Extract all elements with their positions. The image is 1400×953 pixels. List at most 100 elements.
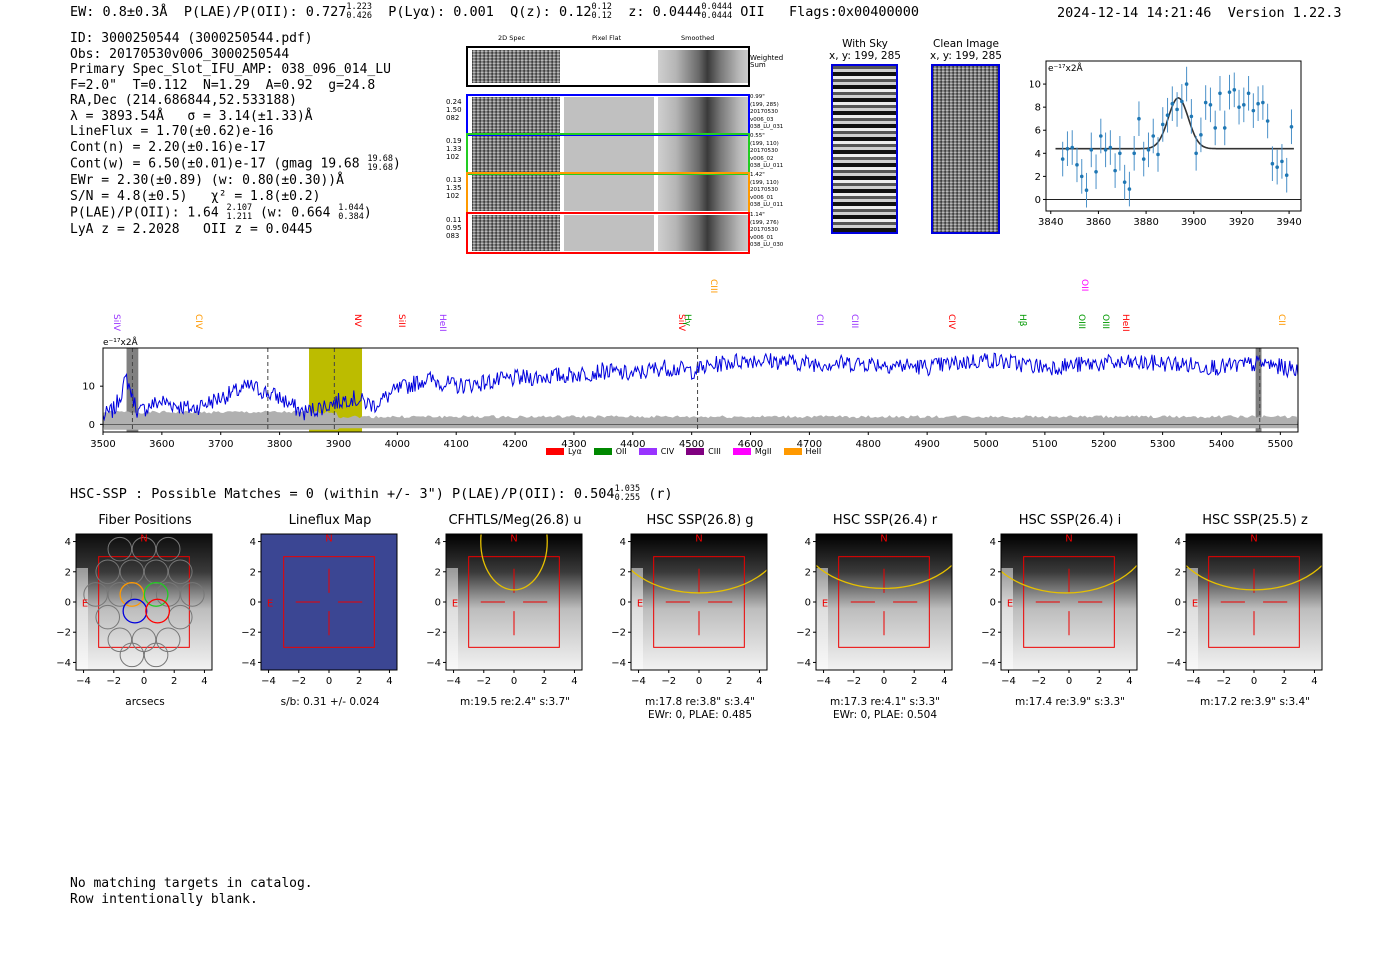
panel-xtick-label: 4 <box>941 676 947 687</box>
panel-xtick-label: −2 <box>661 676 676 687</box>
z-line: OII <box>740 4 765 20</box>
spectrum-xtick-label: 4700 <box>797 439 822 450</box>
image-edge <box>76 568 88 670</box>
east-label: E <box>452 599 458 610</box>
cutout-right-meta: 0.55" (199, 110) 20170530 v006_02 038_LU_011 <box>750 133 800 171</box>
cutout-row <box>466 94 750 136</box>
fiber-circle <box>83 582 108 607</box>
info-contw-line: Cont(w) = 6.50(±0.01)e-17 (gmag 19.68 19… <box>70 154 401 173</box>
fit-data-point <box>1270 146 1275 181</box>
spectrum-xtick-label: 4600 <box>738 439 763 450</box>
legend-item: Lyα <box>546 447 582 456</box>
qz-hi: 0.12 <box>591 2 612 12</box>
fit-data-point <box>1242 87 1246 123</box>
fit-ytick-label: 10 <box>1030 80 1041 91</box>
north-label: N <box>140 534 147 545</box>
info-plae-line: P(LAE)/P(OII): 1.64 2.107 1.211 (w: 0.664… <box>70 203 372 222</box>
panel-xtick-label: −2 <box>476 676 491 687</box>
line-label: CIII <box>708 279 719 294</box>
emission-line-fit-plot: 0 2 4 6 8 10 3840 3860 3880 3900 3920 3940 e⁻¹⁷x2Å <box>1030 60 1302 228</box>
timestamp: 2024-12-14 14:21:46 <box>1057 5 1212 21</box>
footer: No matching targets in catalog. Row inte… <box>70 876 313 907</box>
fit-data-point <box>1079 159 1084 194</box>
fit-data-point <box>1194 136 1198 171</box>
panel-xtick-label: 4 <box>1311 676 1317 687</box>
panel-title: CFHTLS/Meg(26.8) u <box>448 513 582 528</box>
version: Version 1.22.3 <box>1227 5 1342 21</box>
fit-data-point <box>1256 86 1260 121</box>
info-lya-z: LyA z = 2.2028 OII z = 0.0445 <box>70 222 313 237</box>
aperture-box <box>1208 556 1300 648</box>
gmag-lo: 19.68 <box>367 163 394 173</box>
fiber-circle <box>107 536 133 562</box>
spectrum-ytick-label: 0 <box>89 420 95 431</box>
cutout-meta: v006_01 <box>750 234 774 241</box>
cutout-2d-image <box>472 175 560 211</box>
fit-data-point <box>1084 172 1089 208</box>
fit-ytick-label: 4 <box>1035 149 1041 160</box>
legend-item: CIII <box>686 447 721 456</box>
cutout-stat: 0.19 <box>446 137 462 145</box>
panel-xtick-label: −4 <box>631 676 646 687</box>
flags-value: Flags:0x00400000 <box>789 4 920 20</box>
panel-xtick-label: 2 <box>726 676 732 687</box>
panel-ytick-label: 2 <box>1175 567 1181 578</box>
source-ellipse <box>480 534 548 591</box>
cutout-left-stats: 0.24 1.50 082 <box>446 98 466 122</box>
aperture-box <box>98 556 190 648</box>
hsc-band: (r) <box>648 486 673 502</box>
fit-data-point <box>1284 157 1289 193</box>
fit-data-point <box>1265 103 1270 139</box>
aperture-box <box>1023 556 1115 648</box>
spectrum-xtick-label: 4200 <box>502 439 527 450</box>
fit-data-point <box>1275 149 1279 185</box>
fit-data-point <box>1113 153 1117 188</box>
panel-ytick-label: 4 <box>1175 537 1181 548</box>
fiber-circle <box>131 536 157 562</box>
panel-ytick-label: −4 <box>796 658 811 669</box>
flux-line <box>102 352 1299 422</box>
fit-data-point <box>1103 132 1108 168</box>
info-id: ID: 3000250544 (3000250544.pdf) <box>70 31 313 46</box>
cutout-meta: (199, 110) <box>750 179 779 186</box>
header-line: EW: 0.8±0.3Å P(LAE)/P(OII): 0.727 1.223 0.… <box>70 3 919 21</box>
east-label: E <box>267 599 273 610</box>
fiber-circle <box>119 642 145 668</box>
cutout-stat: 082 <box>446 114 460 122</box>
panel-xtick-label: 4 <box>201 676 207 687</box>
gmag-hi: 19.68 <box>367 154 394 164</box>
line-label: CII <box>1276 314 1287 326</box>
panel-ytick-label: 4 <box>435 537 441 548</box>
panel-xtick-label: 2 <box>1096 676 1102 687</box>
panel-ytick-label: −2 <box>796 628 811 639</box>
panel-caption-2: EWr: 0, PLAE: 0.485 <box>647 709 753 721</box>
fit-data-point <box>1127 171 1132 207</box>
cutout-meta: 1.42" <box>750 172 765 178</box>
spectrum-frame <box>102 347 1299 433</box>
fit-xtick-label: 3860 <box>1086 217 1111 228</box>
spectrum-xtick-label: 4900 <box>914 439 939 450</box>
panel-xtick-label: −4 <box>1001 676 1016 687</box>
plae2-lo: 1.211 <box>226 212 253 222</box>
line-label: Hβ <box>1017 314 1028 327</box>
spectrum-xtick-label: 5000 <box>973 439 998 450</box>
line-label: OIII <box>1075 314 1086 330</box>
panel-ytick-label: 0 <box>990 598 996 609</box>
legend-swatch <box>546 448 564 455</box>
cutout-stat: 102 <box>446 192 460 200</box>
fit-data-point <box>1146 132 1151 168</box>
panel-ytick-label: 2 <box>990 567 996 578</box>
cutout-stat: 0.13 <box>446 176 462 184</box>
cutout-meta: 20170530 <box>750 227 778 233</box>
lineflux-image <box>261 534 397 670</box>
fiber-circle <box>143 559 169 585</box>
panel-xtick-label: 4 <box>386 676 392 687</box>
spectrum-xtick-label: 4400 <box>620 439 645 450</box>
panel-xtick-label: 4 <box>571 676 577 687</box>
fit-unit-label: e⁻¹⁷x2Å <box>1048 62 1084 74</box>
cutout-right-meta: 1.14" (199, 276) 20170530 v006_01 038_LU_030 <box>750 212 800 250</box>
info-contn: Cont(n) = 2.20(±0.16)e-17 <box>70 139 266 155</box>
north-label: N <box>325 534 332 545</box>
weighted-smooth-image <box>658 50 748 83</box>
cutout-row <box>466 172 750 214</box>
